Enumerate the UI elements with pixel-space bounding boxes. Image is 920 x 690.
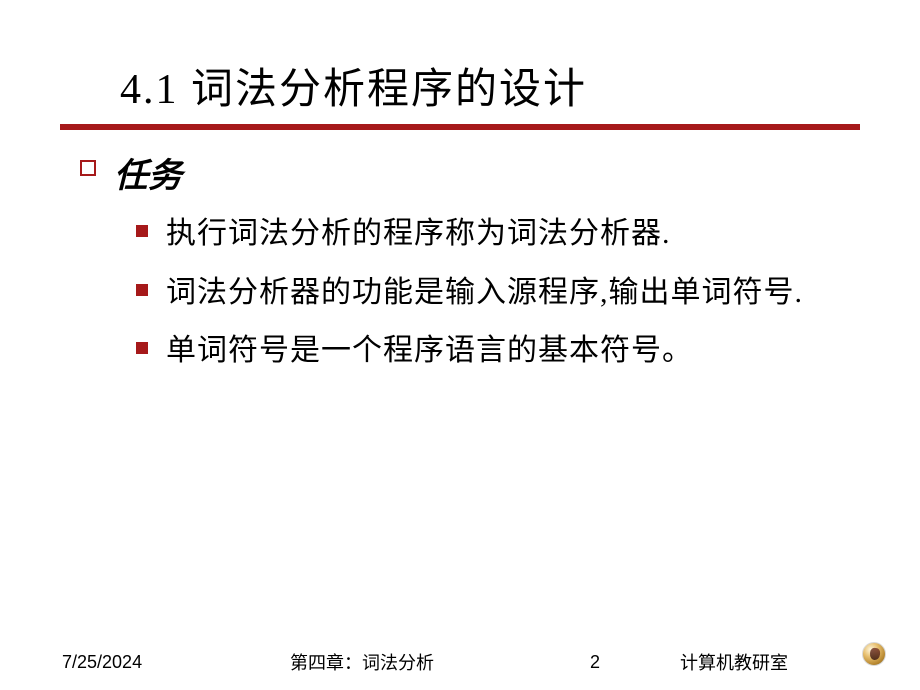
footer-chapter: 第四章：词法分析 <box>290 649 434 675</box>
list-item-text: 执行词法分析的程序称为词法分析器. <box>166 211 671 258</box>
footer-logo-icon <box>862 642 886 666</box>
footer-page-number: 2 <box>590 652 600 673</box>
section-label: 任务 <box>114 148 182 197</box>
slide: { "colors": { "accent": "#a6191a", "text… <box>0 0 920 690</box>
list-item: 单词符号是一个程序语言的基本符号。 <box>136 328 840 375</box>
content-area: 任务 执行词法分析的程序称为词法分析器. 词法分析器的功能是输入源程序,输出单词… <box>0 130 920 375</box>
hollow-square-bullet-icon <box>80 160 96 176</box>
list-item-text: 词法分析器的功能是输入源程序,输出单词符号. <box>166 270 803 317</box>
solid-square-bullet-icon <box>136 284 148 296</box>
solid-square-bullet-icon <box>136 342 148 354</box>
footer-date: 7/25/2024 <box>62 652 142 673</box>
section-header-row: 任务 <box>80 148 840 197</box>
solid-square-bullet-icon <box>136 225 148 237</box>
list-item: 词法分析器的功能是输入源程序,输出单词符号. <box>136 270 840 317</box>
list-item: 执行词法分析的程序称为词法分析器. <box>136 211 840 258</box>
list-item-text: 单词符号是一个程序语言的基本符号。 <box>166 328 693 375</box>
title-area: 4.1 词法分析程序的设计 <box>0 0 920 116</box>
slide-title: 4.1 词法分析程序的设计 <box>120 55 860 116</box>
footer-lab: 计算机教研室 <box>680 649 788 675</box>
bullet-list: 执行词法分析的程序称为词法分析器. 词法分析器的功能是输入源程序,输出单词符号.… <box>80 211 840 375</box>
